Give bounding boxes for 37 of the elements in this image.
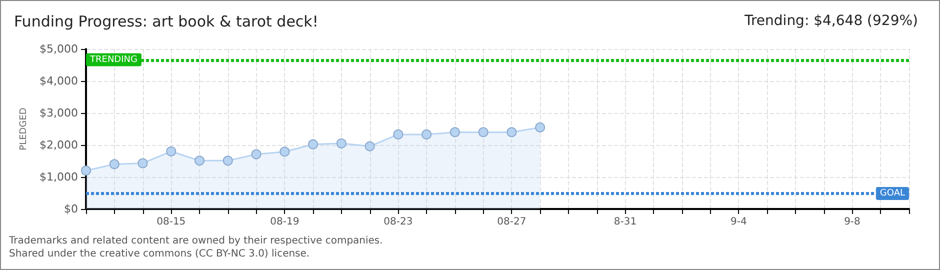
x-tick-label: 9-8 [844,216,860,228]
point [109,159,120,170]
point [166,146,176,156]
point [222,156,233,166]
point [280,146,290,157]
chart-title: Funding Progress: art book & tarot deck! [14,12,318,30]
point [194,156,205,166]
point [138,158,148,168]
text: Trademarks and related content are owned by their respective companies. [8,236,383,246]
x-tick-label: 8-31 [614,216,637,228]
x-tick-label: 9-4 [730,216,747,228]
point [535,122,546,132]
y-tick-label: $5,000 [40,42,78,56]
y-tick-label: $1,000 [40,170,78,184]
ref-line-label: TRENDING [89,54,138,65]
y-tick-label: $2,000 [40,138,78,152]
y-tick-label: $4,000 [40,74,78,88]
point [478,127,488,138]
point [422,129,432,140]
y-tick-label: $0 [64,202,78,216]
x-tick-label: 08-15 [156,216,186,228]
point [393,129,404,140]
x-tick-label: 08-23 [384,216,413,228]
point [251,149,262,160]
chart-subtitle: Trending: $4,648 (929%) [743,13,918,29]
y-tick-label: $3,000 [40,106,78,120]
point [81,166,91,176]
x-tick-label: 08-19 [270,216,300,228]
x-tick-label: 08-27 [497,216,526,228]
point [450,127,460,138]
text: Shared under the creative commons (CC BY-NC 3.0) license. [9,248,310,260]
y-axis-title: PLEDGED [19,108,30,150]
point [308,139,318,150]
point [336,138,346,148]
ref-line-label: GOAL [880,188,905,198]
point [364,141,375,152]
point [506,127,517,138]
